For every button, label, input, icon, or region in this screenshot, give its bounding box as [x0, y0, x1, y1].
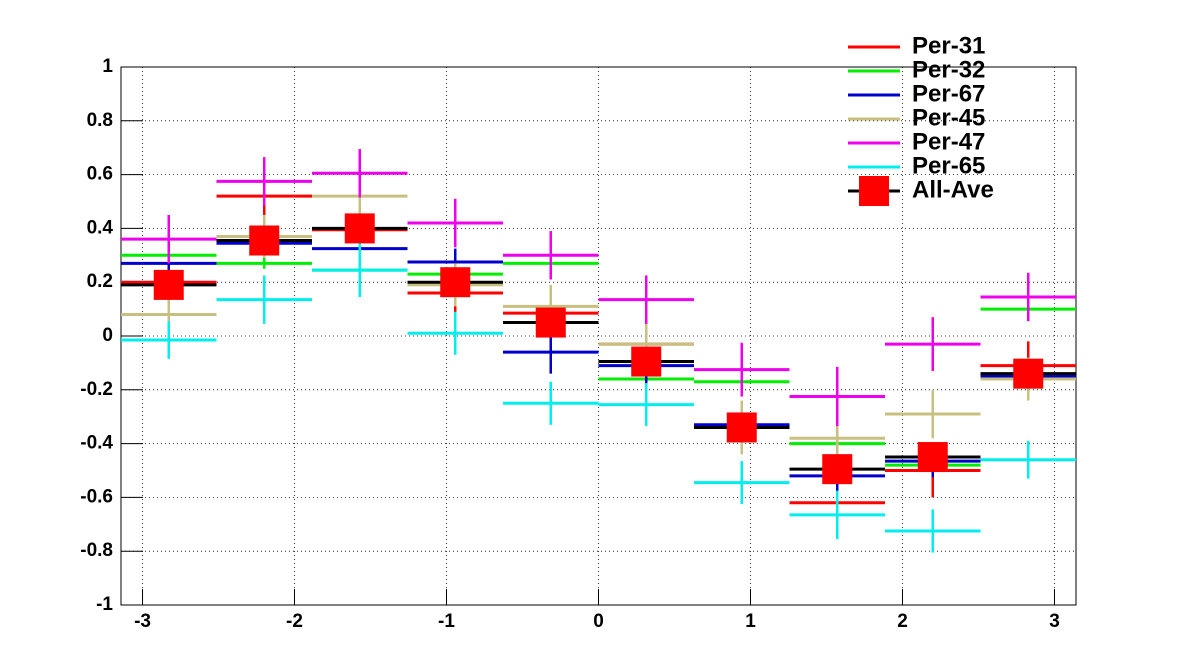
y-tick-label: 0.2	[87, 271, 113, 292]
y-tick-label: -0.8	[80, 540, 113, 561]
marker	[822, 454, 853, 485]
y-tick-label: -0.2	[80, 379, 113, 400]
legend-label: Per-31	[912, 32, 985, 59]
marker	[917, 442, 948, 473]
legend-label: All-Ave	[912, 176, 994, 203]
x-tick-label: -2	[286, 611, 303, 632]
y-tick-label: -0.6	[80, 486, 113, 507]
marker	[249, 225, 280, 256]
legend-label: Per-67	[912, 80, 985, 107]
legend-label: Per-45	[912, 104, 985, 131]
marker	[726, 412, 757, 443]
marker	[631, 346, 662, 377]
y-tick-label: -0.4	[80, 433, 113, 454]
x-tick-label: 0	[593, 611, 604, 632]
legend-marker	[859, 176, 889, 206]
marker	[153, 269, 184, 300]
x-tick-label: -3	[134, 611, 151, 632]
y-tick-label: 0.6	[87, 164, 113, 185]
marker	[344, 213, 375, 244]
y-tick-label: 1	[102, 56, 113, 77]
y-tick-label: 0	[102, 325, 113, 346]
y-tick-label: 0.4	[87, 217, 114, 238]
x-tick-label: -1	[438, 611, 455, 632]
legend: Per-31Per-32Per-67Per-45Per-47Per-65All-…	[848, 32, 994, 206]
marker	[440, 267, 471, 298]
marker	[1013, 358, 1044, 389]
y-tick-label: -1	[96, 594, 113, 615]
legend-label: Per-32	[912, 56, 985, 83]
x-tick-label: 2	[897, 611, 908, 632]
x-tick-label: 3	[1049, 611, 1060, 632]
y-tick-label: 0.8	[87, 110, 113, 131]
legend-label: Per-47	[912, 128, 985, 155]
marker	[535, 307, 566, 338]
x-tick-label: 1	[745, 611, 756, 632]
legend-label: Per-65	[912, 152, 985, 179]
